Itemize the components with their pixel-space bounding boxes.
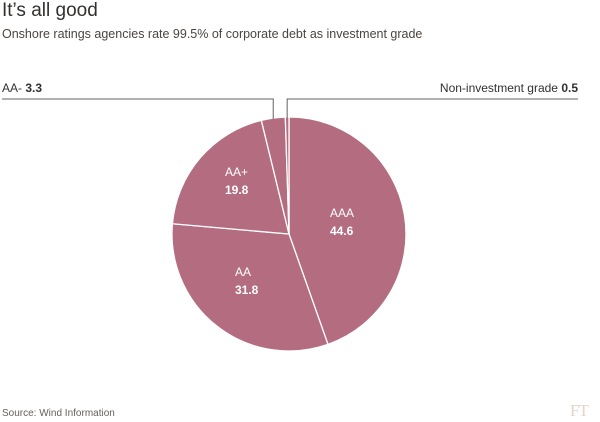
leader-lines [2, 98, 578, 120]
source-note: Source: Wind Information [2, 408, 115, 419]
chart-title: It’s all good [2, 0, 98, 21]
slice-label-aaa: AAA [330, 206, 354, 220]
slice-value-non-investment-grade: 0.5 [561, 81, 578, 95]
slice-value-aa: 19.8 [225, 183, 249, 197]
leader-line-aa [2, 98, 274, 120]
slice-label-aa: AA- 3.3 [2, 81, 42, 95]
pie-slices [171, 116, 407, 352]
pie-slice-aa [171, 223, 329, 352]
slice-label-non-investment-grade: Non-investment grade 0.5 [440, 81, 578, 95]
slice-label-aa: AA+ [225, 165, 248, 179]
slice-label-aa: AA [235, 265, 251, 279]
slice-value-aaa: 44.6 [330, 224, 354, 238]
pie-slice-aaa [288, 116, 407, 345]
slice-value-aa: 31.8 [235, 283, 259, 297]
leader-line-non-investment-grade [286, 98, 578, 119]
ft-logo: FT [570, 401, 589, 420]
slice-value-aa: 3.3 [25, 81, 42, 95]
chart-subtitle: Onshore ratings agencies rate 99.5% of c… [2, 27, 423, 41]
slice-labels: AAA 44.6 AA 31.8 AA+ 19.8 AA- 3.3 Non-investmen… [2, 81, 578, 297]
pie-slice-aa [171, 119, 290, 235]
